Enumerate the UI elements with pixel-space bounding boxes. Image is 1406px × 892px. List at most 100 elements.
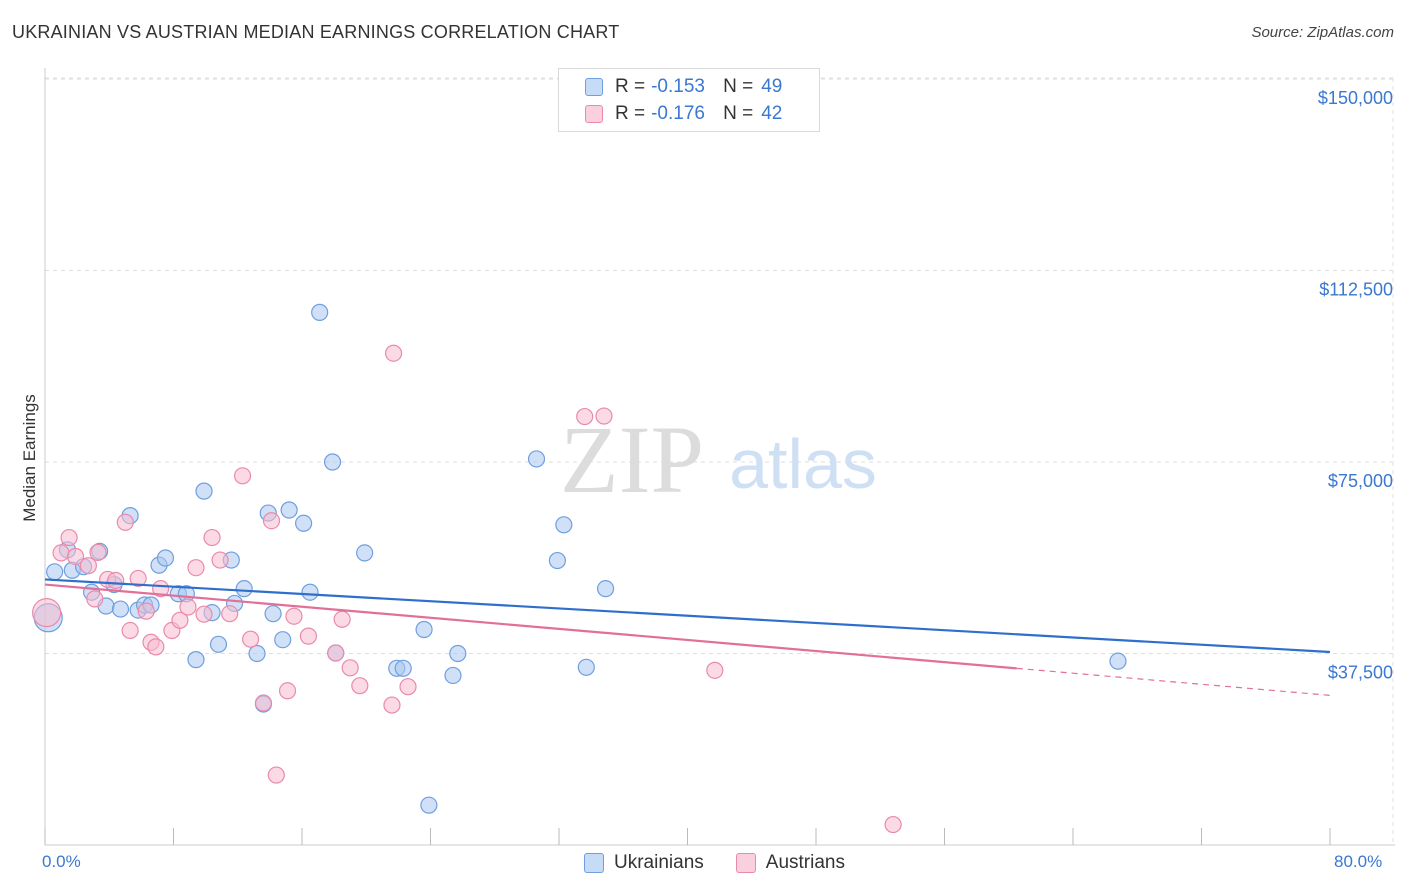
correlation-legend: R = -0.153 N = 49 R = -0.176 N = 42: [558, 68, 820, 132]
ukrainian-point[interactable]: [323, 453, 342, 471]
ukrainian-point[interactable]: [1109, 652, 1127, 670]
ukrainian-trend-line: [44, 578, 1331, 654]
ukrainian-point[interactable]: [209, 635, 228, 653]
austrian-point[interactable]: [351, 677, 369, 695]
x-tick-max: 80.0%: [1334, 852, 1383, 871]
grid-lines: [45, 77, 1395, 845]
legend-r-value: -0.153: [651, 76, 705, 97]
legend-r-label: R =: [615, 103, 646, 124]
austrian-point[interactable]: [576, 407, 594, 426]
austrian-point[interactable]: [121, 621, 139, 640]
austrian-point[interactable]: [171, 611, 189, 629]
austrian-point[interactable]: [242, 630, 260, 648]
austrian-point[interactable]: [79, 557, 97, 575]
austrian-point[interactable]: [187, 559, 205, 577]
y-tick-labels: $150,000 $112,500 $75,000 $37,500: [1318, 88, 1393, 683]
y-tick-label: $150,000: [1318, 88, 1393, 108]
austrian-point[interactable]: [221, 605, 239, 623]
austrian-trend-line: [44, 583, 1017, 670]
austrian-point[interactable]: [203, 528, 221, 547]
ukrainian-point[interactable]: [449, 644, 467, 663]
austrian-point[interactable]: [147, 638, 165, 656]
series-legend-austrians[interactable]: Austrians: [735, 852, 845, 874]
ukrainian-point[interactable]: [111, 600, 130, 618]
chart-title: UKRAINIAN VS AUSTRIAN MEDIAN EARNINGS CO…: [12, 22, 620, 42]
ukrainian-point[interactable]: [444, 666, 462, 685]
legend-row-ukrainians: R = -0.153 N = 49: [585, 75, 782, 99]
series-swatch-ukrainians: [584, 853, 604, 873]
austrian-point[interactable]: [285, 607, 303, 625]
austrian-point[interactable]: [333, 610, 351, 628]
austrian-point[interactable]: [52, 544, 70, 562]
austrian-point[interactable]: [267, 766, 285, 784]
ukrainian-point[interactable]: [248, 644, 266, 663]
legend-n-label: N =: [723, 103, 754, 124]
series-legend-label: Austrians: [765, 852, 845, 873]
austrian-point[interactable]: [384, 344, 403, 362]
trend-lines: [44, 578, 1331, 696]
austrian-point[interactable]: [107, 571, 125, 590]
legend-swatch-austrians: [585, 105, 603, 123]
austrian-point[interactable]: [278, 682, 297, 700]
austrian-point[interactable]: [179, 598, 197, 616]
ukrainian-point[interactable]: [264, 605, 282, 623]
austrian-point[interactable]: [262, 512, 281, 530]
austrian-point[interactable]: [884, 815, 902, 834]
ukrainian-point[interactable]: [311, 303, 329, 321]
ukrainian-point[interactable]: [527, 450, 546, 468]
legend-n-value: 49: [761, 76, 783, 97]
axes: [44, 68, 1395, 846]
legend-swatch-ukrainians: [585, 78, 603, 96]
ukrainian-point[interactable]: [235, 580, 253, 598]
ukrainian-point[interactable]: [274, 631, 292, 649]
ukrainian-point[interactable]: [156, 549, 175, 567]
ukrainian-point[interactable]: [596, 580, 615, 598]
ukrainian-point[interactable]: [295, 514, 313, 532]
austrian-point[interactable]: [254, 694, 273, 712]
ukrainian-point[interactable]: [420, 796, 438, 814]
y-tick-label: $75,000: [1328, 471, 1393, 491]
ukrainian-point[interactable]: [555, 516, 573, 534]
austrian-point[interactable]: [195, 605, 213, 623]
austrian-point[interactable]: [211, 551, 229, 569]
austrian-point[interactable]: [60, 528, 78, 547]
series-legend: Ukrainians Austrians: [584, 852, 877, 874]
austrian-point[interactable]: [129, 569, 147, 588]
austrian-point[interactable]: [706, 661, 724, 679]
ukrainian-point[interactable]: [280, 501, 298, 519]
legend-r-value: -0.176: [651, 103, 705, 124]
ukrainian-point[interactable]: [187, 651, 205, 669]
ukrainian-point[interactable]: [415, 620, 433, 639]
austrian-point[interactable]: [399, 678, 417, 696]
austrian-point[interactable]: [299, 627, 318, 645]
ukrainian-point[interactable]: [46, 563, 64, 581]
austrian-point[interactable]: [327, 644, 345, 662]
series-swatch-austrians: [735, 853, 756, 873]
watermark: ZIP atlas: [560, 406, 877, 513]
ukrainian-point[interactable]: [577, 658, 595, 676]
austrian-point[interactable]: [89, 543, 107, 561]
austrian-point[interactable]: [116, 513, 134, 531]
legend-n-value: 42: [761, 103, 783, 124]
austrian-point[interactable]: [86, 590, 104, 608]
ukrainian-point[interactable]: [394, 659, 412, 677]
austrian-point[interactable]: [152, 580, 170, 598]
austrian-trend-extension: [1016, 667, 1331, 696]
ukrainian-point[interactable]: [195, 482, 213, 500]
austrian-point[interactable]: [595, 407, 613, 425]
austrian-point[interactable]: [383, 696, 401, 714]
y-tick-label: $112,500: [1319, 280, 1393, 300]
austrian-point[interactable]: [341, 659, 359, 677]
legend-r-label: R =: [615, 76, 646, 97]
austrian-point[interactable]: [66, 547, 85, 566]
ukrainian-point[interactable]: [548, 551, 566, 570]
y-axis-label: Median Earnings: [20, 394, 39, 522]
austrian-point[interactable]: [233, 467, 252, 485]
series-legend-ukrainians[interactable]: Ukrainians: [584, 852, 704, 874]
x-tick-min: 0.0%: [42, 852, 81, 871]
ukrainian-point[interactable]: [301, 583, 319, 601]
ukrainian-point[interactable]: [356, 544, 374, 562]
austrian-point[interactable]: [137, 602, 155, 620]
austrian-point[interactable]: [32, 598, 62, 628]
